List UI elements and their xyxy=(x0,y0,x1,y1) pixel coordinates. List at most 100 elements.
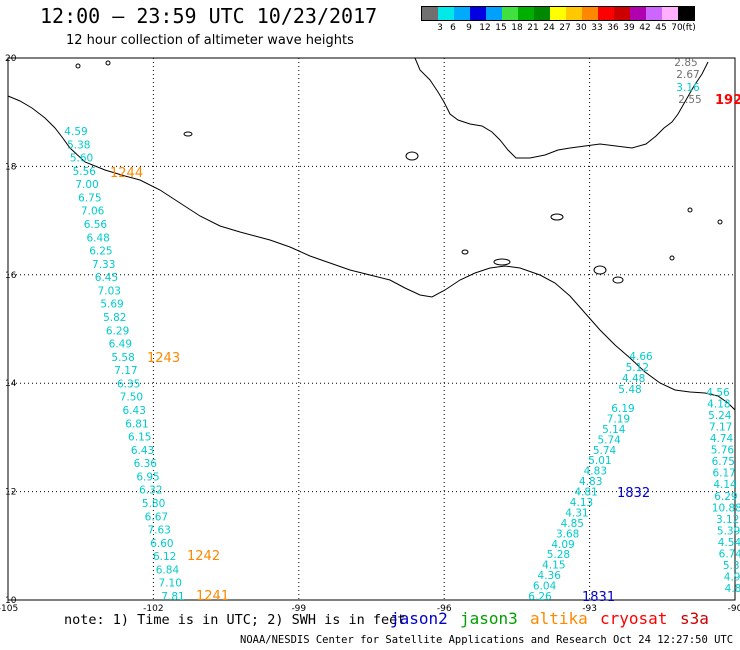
swh-value: 10.88 xyxy=(712,502,740,514)
legend-altika: altika xyxy=(530,609,588,628)
swh-value: 4.31 xyxy=(565,507,588,519)
wave-height-legend: 3 6 9 12 15 18 21 24 27 30 33 36 39 42 45 70 (ft) xyxy=(421,6,696,35)
legend-swatch xyxy=(646,7,662,20)
swh-value: 4.15 xyxy=(542,560,565,572)
swh-value: 7.33 xyxy=(92,259,115,271)
island xyxy=(717,219,723,225)
swh-value: 4.13 xyxy=(570,497,593,509)
swh-value: 3.12 xyxy=(716,514,739,526)
swh-value: 6.19 xyxy=(611,403,634,415)
swh-value: 6.17 xyxy=(712,468,735,480)
pass-time: 1243 xyxy=(147,351,180,366)
island xyxy=(461,249,469,255)
pass-time: 1832 xyxy=(617,486,650,501)
swh-value: 4.74 xyxy=(710,433,734,445)
swh-value: 5.48 xyxy=(618,384,641,396)
swh-value: 4.9 xyxy=(724,571,740,583)
legend-s3a: s3a xyxy=(680,609,709,628)
swh-value: 6.15 xyxy=(128,432,151,444)
swh-value: 6.49 xyxy=(109,339,132,351)
coastline xyxy=(7,57,736,411)
lat-tick-label: 18 xyxy=(5,162,17,172)
map-border xyxy=(7,57,736,601)
legend-tick: 3 xyxy=(437,23,443,33)
swh-value: 5.12 xyxy=(626,362,649,374)
map-frame xyxy=(7,57,736,601)
swh-value: 5.74 xyxy=(593,445,617,457)
island xyxy=(669,255,675,261)
swh-value: 2.85 xyxy=(674,57,697,69)
swh-value: 4.81 xyxy=(574,487,597,499)
lon-tick-label: -96 xyxy=(437,604,452,614)
swh-value: 4.36 xyxy=(538,570,562,582)
swh-value: 7.17 xyxy=(114,365,137,377)
legend-tick: 24 xyxy=(543,23,555,33)
island xyxy=(687,207,693,213)
swh-value: 6.95 xyxy=(136,471,159,483)
swh-value: 6.43 xyxy=(123,405,146,417)
swh-value: 3.16 xyxy=(676,82,700,94)
legend-swatch xyxy=(518,7,534,20)
swh-value: 7.03 xyxy=(98,285,121,297)
legend-tick-labels: 3 6 9 12 15 18 21 24 27 30 33 36 39 42 45 70 (ft) xyxy=(421,21,696,35)
swh-value: 6.29 xyxy=(714,491,737,503)
island xyxy=(183,131,193,137)
legend-swatch xyxy=(502,7,518,20)
swh-value: 6.84 xyxy=(156,564,180,576)
swh-value: 7.17 xyxy=(709,422,732,434)
pass-time: 1831 xyxy=(582,590,615,605)
legend-tick: 36 xyxy=(607,23,619,33)
swh-value: 5.14 xyxy=(602,424,626,436)
swh-value: 7.00 xyxy=(75,179,98,191)
island xyxy=(405,151,419,161)
gulf-coastline xyxy=(414,57,709,159)
swh-value: 5.60 xyxy=(70,153,93,165)
legend-tick: 30 xyxy=(575,23,587,33)
swh-value: 4.14 xyxy=(713,479,737,491)
swh-value: 7.10 xyxy=(159,578,182,590)
island xyxy=(105,60,111,66)
legend-swatch xyxy=(566,7,582,20)
swh-value: 6.36 xyxy=(134,458,158,470)
wave-height-readings: 4.595.385.605.567.006.757.066.566.486.25… xyxy=(64,57,740,603)
swh-value: 6.67 xyxy=(145,511,168,523)
swh-value: 5.3 xyxy=(723,560,740,572)
legend-tick: 6 xyxy=(450,23,456,33)
swh-value: 3.68 xyxy=(556,528,579,540)
pass-time: 1924 xyxy=(715,93,740,108)
swh-value: 6.04 xyxy=(533,581,557,593)
legend-swatch xyxy=(422,7,438,20)
swh-value: 6.26 xyxy=(528,591,552,603)
swh-value: 6.56 xyxy=(84,219,108,231)
swh-value: 5.28 xyxy=(547,549,570,561)
swh-value: 5.01 xyxy=(588,455,611,467)
swh-value: 6.35 xyxy=(117,378,140,390)
legend-swatch xyxy=(662,7,678,20)
swh-value: 4.56 xyxy=(706,387,730,399)
lat-tick-label: 10 xyxy=(5,596,17,606)
lon-tick-label: -93 xyxy=(582,604,597,614)
legend-tick: 42 xyxy=(639,23,651,33)
swh-value: 6.75 xyxy=(712,456,735,468)
pass-time: 1241 xyxy=(196,589,229,604)
swh-value: 7.63 xyxy=(147,525,170,537)
legend-swatch xyxy=(470,7,486,20)
swh-value: 5.76 xyxy=(711,445,735,457)
pass-time: 1244 xyxy=(110,166,143,181)
swh-value: 5.39 xyxy=(717,525,740,537)
legend-swatch xyxy=(598,7,614,20)
swh-value: 5.69 xyxy=(100,299,123,311)
swh-value: 6.43 xyxy=(131,445,154,457)
legend-tick: 15 xyxy=(495,23,507,33)
swh-value: 6.81 xyxy=(125,418,148,430)
lat-tick-label: 12 xyxy=(5,488,16,498)
island xyxy=(612,276,624,284)
swh-value: 4.54 xyxy=(718,537,740,549)
swh-value: 4.8 xyxy=(725,583,740,595)
legend-tick: 27 xyxy=(559,23,571,33)
swh-value: 4.83 xyxy=(584,466,607,478)
swh-value: 4.59 xyxy=(64,126,87,138)
swh-value: 6.75 xyxy=(78,192,101,204)
swh-value: 5.82 xyxy=(103,312,126,324)
